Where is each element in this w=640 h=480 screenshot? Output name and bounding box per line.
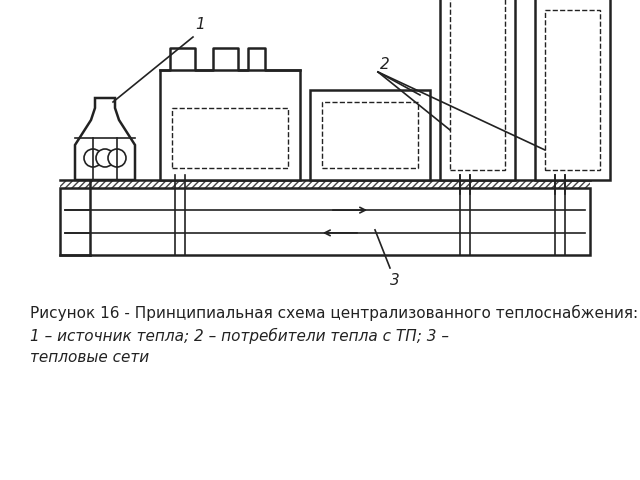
Text: 3: 3: [390, 273, 400, 288]
Bar: [60, 180, 590, 194]
Polygon shape: [75, 98, 135, 180]
Text: 2: 2: [380, 57, 390, 72]
Text: 1: 1: [195, 17, 205, 32]
Bar: [60, 188, 590, 255]
Circle shape: [96, 149, 114, 167]
Bar: [545, 10, 600, 170]
Text: тепловые сети: тепловые сети: [30, 350, 149, 365]
Circle shape: [108, 149, 126, 167]
Text: 1 – источник тепла; 2 – потребители тепла с ТП; 3 –: 1 – источник тепла; 2 – потребители тепл…: [30, 328, 449, 344]
Bar: [535, 0, 610, 180]
Bar: [310, 90, 430, 180]
Bar: [440, 0, 515, 180]
Bar: [172, 108, 288, 168]
Bar: [160, 70, 300, 180]
Text: Рисунок 16 - Принципиальная схема централизованного теплоснабжения:: Рисунок 16 - Принципиальная схема центра…: [30, 305, 638, 321]
Bar: [450, 0, 505, 170]
Bar: [322, 102, 418, 168]
Circle shape: [84, 149, 102, 167]
